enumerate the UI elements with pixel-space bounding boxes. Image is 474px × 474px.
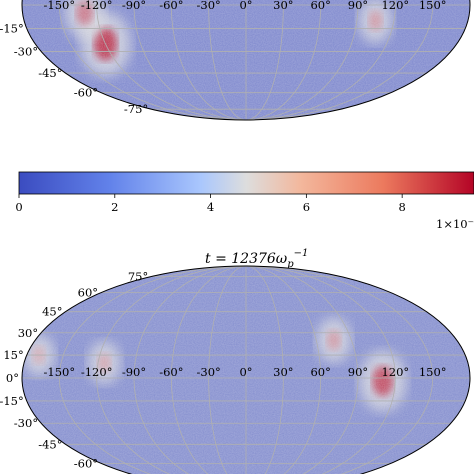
meridian-line	[170, 0, 247, 120]
longitude-tick-label: 90°	[348, 365, 368, 379]
longitude-tick-label: -60°	[159, 0, 183, 12]
longitude-tick-label: 30°	[273, 365, 293, 379]
longitude-tick-label: -60°	[159, 365, 183, 379]
latitude-tick-label: -60°	[74, 86, 98, 100]
latitude-tick-label: 30°	[18, 326, 38, 340]
bottom-map-panel: -150° -120° -90° -60° -30° 0° 30° 60° 90° 120° 150…	[0, 265, 471, 474]
meridian-line	[245, 266, 284, 474]
longitude-tick-label: -150°	[44, 365, 76, 379]
longitude-tick-label: -90°	[122, 365, 146, 379]
latitude-tick-label: 45°	[42, 305, 62, 319]
meridian-line	[245, 266, 434, 474]
longitude-tick-label: -120°	[81, 0, 113, 12]
bottom-tick-labels: -150° -120° -90° -60° -30° 0° 30° 60° 90° 120° 150…	[0, 270, 447, 471]
colorbar-tick-label: 2	[111, 200, 118, 214]
bottom-map-title: t = 12376ωp−1	[205, 248, 308, 270]
latitude-tick-label: 15°	[3, 348, 23, 362]
colorbar-tick-label: 4	[207, 200, 214, 214]
latitude-tick-label: -45°	[38, 66, 62, 80]
longitude-tick-label: 120°	[381, 365, 409, 379]
meridian-line	[245, 266, 322, 474]
colorbar-tick-label: 0	[15, 200, 22, 214]
latitude-tick-label: -60°	[74, 456, 98, 470]
longitude-tick-label: -30°	[197, 365, 221, 379]
longitude-tick-label: 150°	[419, 0, 447, 12]
longitude-tick-label: 60°	[310, 365, 330, 379]
colorbar-tick-label: 6	[303, 200, 310, 214]
meridian-line	[245, 0, 322, 120]
meridian-line	[133, 0, 247, 120]
longitude-tick-label: -30°	[197, 0, 221, 12]
meridian-line	[245, 266, 396, 474]
meridian-line	[245, 0, 434, 120]
top-map-panel: -150° -120° -90° -60° -30° 0° 30° 60° 90° 120° 150…	[0, 0, 471, 121]
latitude-tick-label: -45°	[38, 437, 62, 451]
meridian-line	[245, 0, 396, 120]
top-map-frame	[21, 0, 471, 121]
longitude-tick-label: -150°	[44, 0, 76, 12]
longitude-tick-label: 0°	[239, 0, 252, 12]
colorbar: 0 2 4 6 8 1×10⁻⁶	[15, 171, 474, 231]
longitude-tick-label: 150°	[419, 365, 447, 379]
meridian-line	[208, 0, 247, 120]
longitude-tick-label: 60°	[310, 0, 330, 12]
meridian-line	[245, 0, 284, 120]
longitude-tick-label: 120°	[381, 0, 409, 12]
meridian-line	[170, 266, 247, 474]
meridian-line	[96, 0, 247, 120]
longitude-tick-label: -90°	[122, 0, 146, 12]
colorbar-gradient	[18, 171, 474, 195]
meridian-line	[208, 266, 247, 474]
colorbar-tick-label: 8	[398, 200, 405, 214]
longitude-tick-label: 0°	[239, 365, 252, 379]
top-tick-labels: -150° -120° -90° -60° -30° 0° 30° 60° 90° 120° 150…	[0, 0, 447, 116]
meridian-line	[58, 0, 247, 120]
latitude-tick-label: -30°	[14, 44, 38, 58]
latitude-tick-label: -15°	[0, 22, 24, 36]
latitude-tick-label: -75°	[124, 102, 148, 116]
bottom-graticule	[22, 266, 470, 474]
colorbar-ticks: 0 2 4 6 8	[15, 194, 406, 214]
meridian-line	[96, 266, 247, 474]
top-graticule	[22, 0, 470, 120]
meridian-line	[133, 266, 247, 474]
longitude-tick-label: 90°	[348, 0, 368, 12]
latitude-tick-label: 75°	[128, 270, 148, 284]
meridian-line	[245, 266, 359, 474]
meridian-line	[58, 266, 247, 474]
meridian-line	[245, 0, 359, 120]
latitude-tick-label: -30°	[14, 416, 38, 430]
colorbar-scale-label: 1×10⁻⁶	[436, 217, 474, 231]
latitude-tick-label: 0°	[6, 371, 19, 385]
latitude-tick-label: -15°	[0, 394, 24, 408]
longitude-tick-label: 30°	[273, 0, 293, 12]
longitude-tick-label: -120°	[81, 365, 113, 379]
latitude-tick-label: 60°	[78, 286, 98, 300]
